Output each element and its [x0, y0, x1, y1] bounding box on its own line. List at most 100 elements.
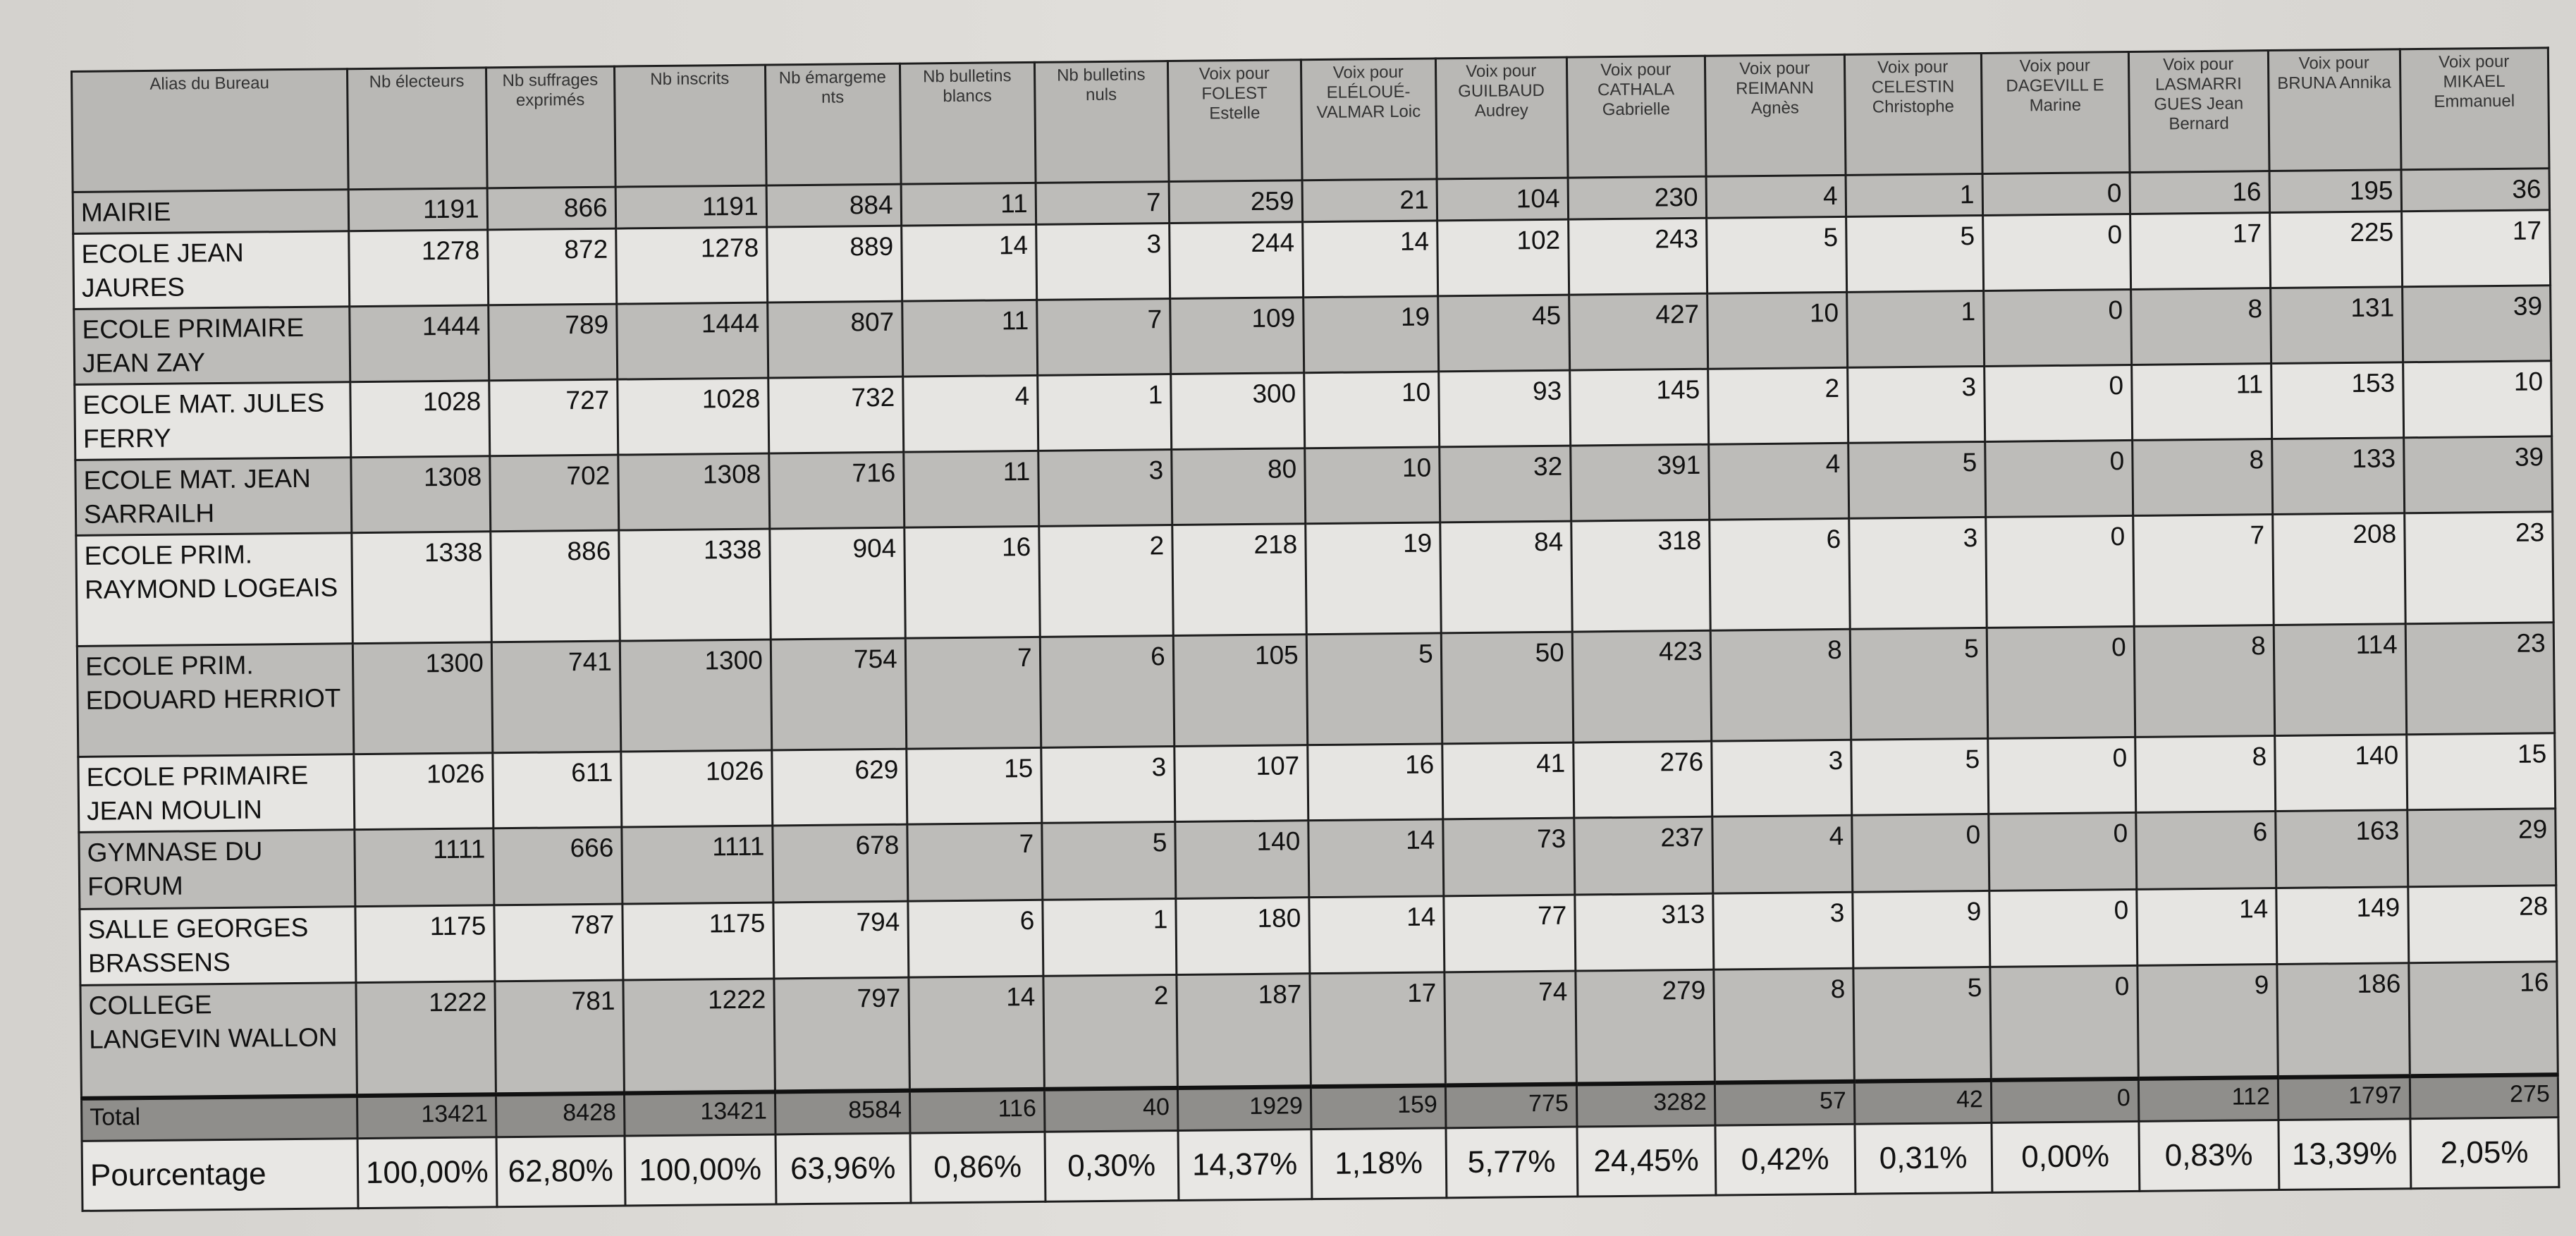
cell-value: 24,45%	[1576, 1125, 1716, 1197]
cell-value: 789	[488, 304, 618, 381]
cell-value: 5	[1041, 821, 1176, 900]
bureau-name: ECOLE PRIMAIRE JEAN ZAY	[73, 306, 350, 385]
bureau-name: Total	[81, 1096, 358, 1142]
cell-value: 0	[1982, 172, 2130, 216]
cell-value: 8	[2135, 735, 2276, 813]
cell-value: 8428	[496, 1093, 625, 1137]
column-header: Voix pour ELÉLOUÉ-VALMAR Loic	[1301, 58, 1437, 180]
cell-value: 1308	[350, 455, 491, 533]
cell-value: 93	[1438, 370, 1571, 447]
cell-value: 787	[493, 904, 623, 981]
cell-value: 19	[1303, 295, 1439, 373]
cell-value: 794	[773, 901, 909, 979]
cell-value: 318	[1571, 520, 1710, 632]
cell-value: 14	[1308, 819, 1444, 898]
column-header: Voix pour REIMANN Agnès	[1705, 54, 1846, 177]
cell-value: 3	[1041, 746, 1175, 824]
cell-value: 42	[1854, 1079, 1992, 1125]
cell-value: 131	[2270, 286, 2403, 364]
cell-value: 17	[2130, 212, 2271, 290]
column-header: Nb bulletins nuls	[1034, 61, 1169, 183]
cell-value: 2	[1038, 525, 1173, 637]
cell-value: 0	[1985, 440, 2133, 518]
cell-value: 114	[2273, 623, 2407, 736]
cell-value: 1	[1037, 374, 1172, 451]
cell-value: 5	[1306, 632, 1442, 745]
cell-value: 41	[1442, 742, 1574, 819]
cell-value: 7	[2133, 514, 2274, 627]
cell-value: 1	[1042, 898, 1177, 977]
cell-value: 39	[2402, 285, 2551, 362]
cell-value: 80	[1171, 448, 1306, 525]
cell-value: 21	[1301, 178, 1437, 222]
cell-value: 112	[2138, 1077, 2278, 1122]
cell-value: 6	[1039, 635, 1174, 748]
cell-value: 1444	[616, 302, 768, 380]
column-header: Alias du Bureau	[71, 68, 349, 192]
cell-value: 3	[1038, 449, 1172, 527]
cell-value: 7	[904, 637, 1041, 749]
cell-value: 732	[768, 377, 904, 454]
cell-value: 1300	[620, 640, 772, 752]
cell-value: 754	[770, 638, 907, 750]
cell-value: 1222	[622, 978, 775, 1094]
cell-value: 629	[771, 749, 907, 826]
cell-value: 276	[1573, 741, 1712, 819]
cell-value: 14	[1302, 220, 1438, 298]
cell-value: 0,42%	[1715, 1124, 1856, 1196]
cell-value: 7	[907, 823, 1043, 902]
cell-value: 163	[2275, 809, 2408, 888]
cell-value: 0	[1983, 289, 2132, 367]
bureau-name: ECOLE JEAN JAURES	[73, 231, 350, 310]
cell-value: 145	[1569, 369, 1709, 446]
cell-value: 666	[493, 827, 622, 905]
cell-value: 1	[1846, 290, 1985, 368]
cell-value: 2	[1707, 367, 1848, 445]
cell-value: 1191	[348, 188, 488, 231]
cell-value: 0,86%	[909, 1132, 1045, 1204]
cell-value: 32	[1439, 446, 1571, 522]
cell-value: 0	[1982, 214, 2131, 291]
cell-value: 16	[1307, 743, 1443, 821]
cell-value: 3	[1848, 517, 1987, 630]
cell-value: 259	[1168, 180, 1303, 224]
cell-value: 237	[1574, 816, 1713, 895]
cell-value: 1028	[350, 380, 490, 458]
cell-value: 0,83%	[2138, 1120, 2279, 1192]
cell-value: 186	[2276, 962, 2410, 1078]
cell-value: 6	[2135, 811, 2276, 890]
cell-value: 8584	[775, 1090, 910, 1134]
cell-value: 0	[1985, 515, 2134, 628]
bureau-name: MAIRIE	[73, 189, 349, 234]
cell-value: 10	[1304, 371, 1440, 448]
cell-value: 5	[1853, 967, 1992, 1082]
cell-value: 313	[1574, 893, 1714, 972]
bureau-name: COLLEGE LANGEVIN WALLON	[80, 982, 357, 1099]
cell-value: 1308	[618, 453, 770, 531]
cell-value: 5	[1849, 628, 1988, 740]
cell-value: 11	[903, 451, 1039, 528]
cell-value: 6	[907, 900, 1043, 978]
cell-value: 0	[1851, 814, 1989, 893]
cell-value: 8	[2132, 439, 2273, 516]
cell-value: 1026	[353, 752, 493, 830]
cell-value: 3	[1036, 223, 1170, 300]
cell-value: 0	[1989, 965, 2139, 1080]
column-header: Voix pour LASMARRI GUES Jean Bernard	[2128, 50, 2269, 173]
cell-value: 1028	[617, 378, 769, 455]
cell-value: 3	[1711, 740, 1852, 817]
cell-value: 29	[2407, 808, 2556, 887]
cell-value: 1026	[620, 749, 773, 828]
cell-value: 14	[1308, 895, 1445, 974]
cell-value: 63,96%	[775, 1133, 911, 1204]
cell-value: 225	[2269, 211, 2403, 288]
column-header: Voix pour DAGEVILL E Marine	[1981, 51, 2130, 174]
cell-value: 5,77%	[1445, 1127, 1578, 1198]
cell-value: 10	[1707, 292, 1848, 369]
column-header: Nb émargeme nts	[765, 63, 901, 186]
cell-value: 5	[1848, 441, 1986, 519]
cell-value: 611	[492, 752, 622, 828]
header-row: Alias du Bureau Nb électeurs Nb suffrages …	[71, 47, 2549, 192]
column-header: Nb suffrages exprimés	[486, 66, 615, 188]
